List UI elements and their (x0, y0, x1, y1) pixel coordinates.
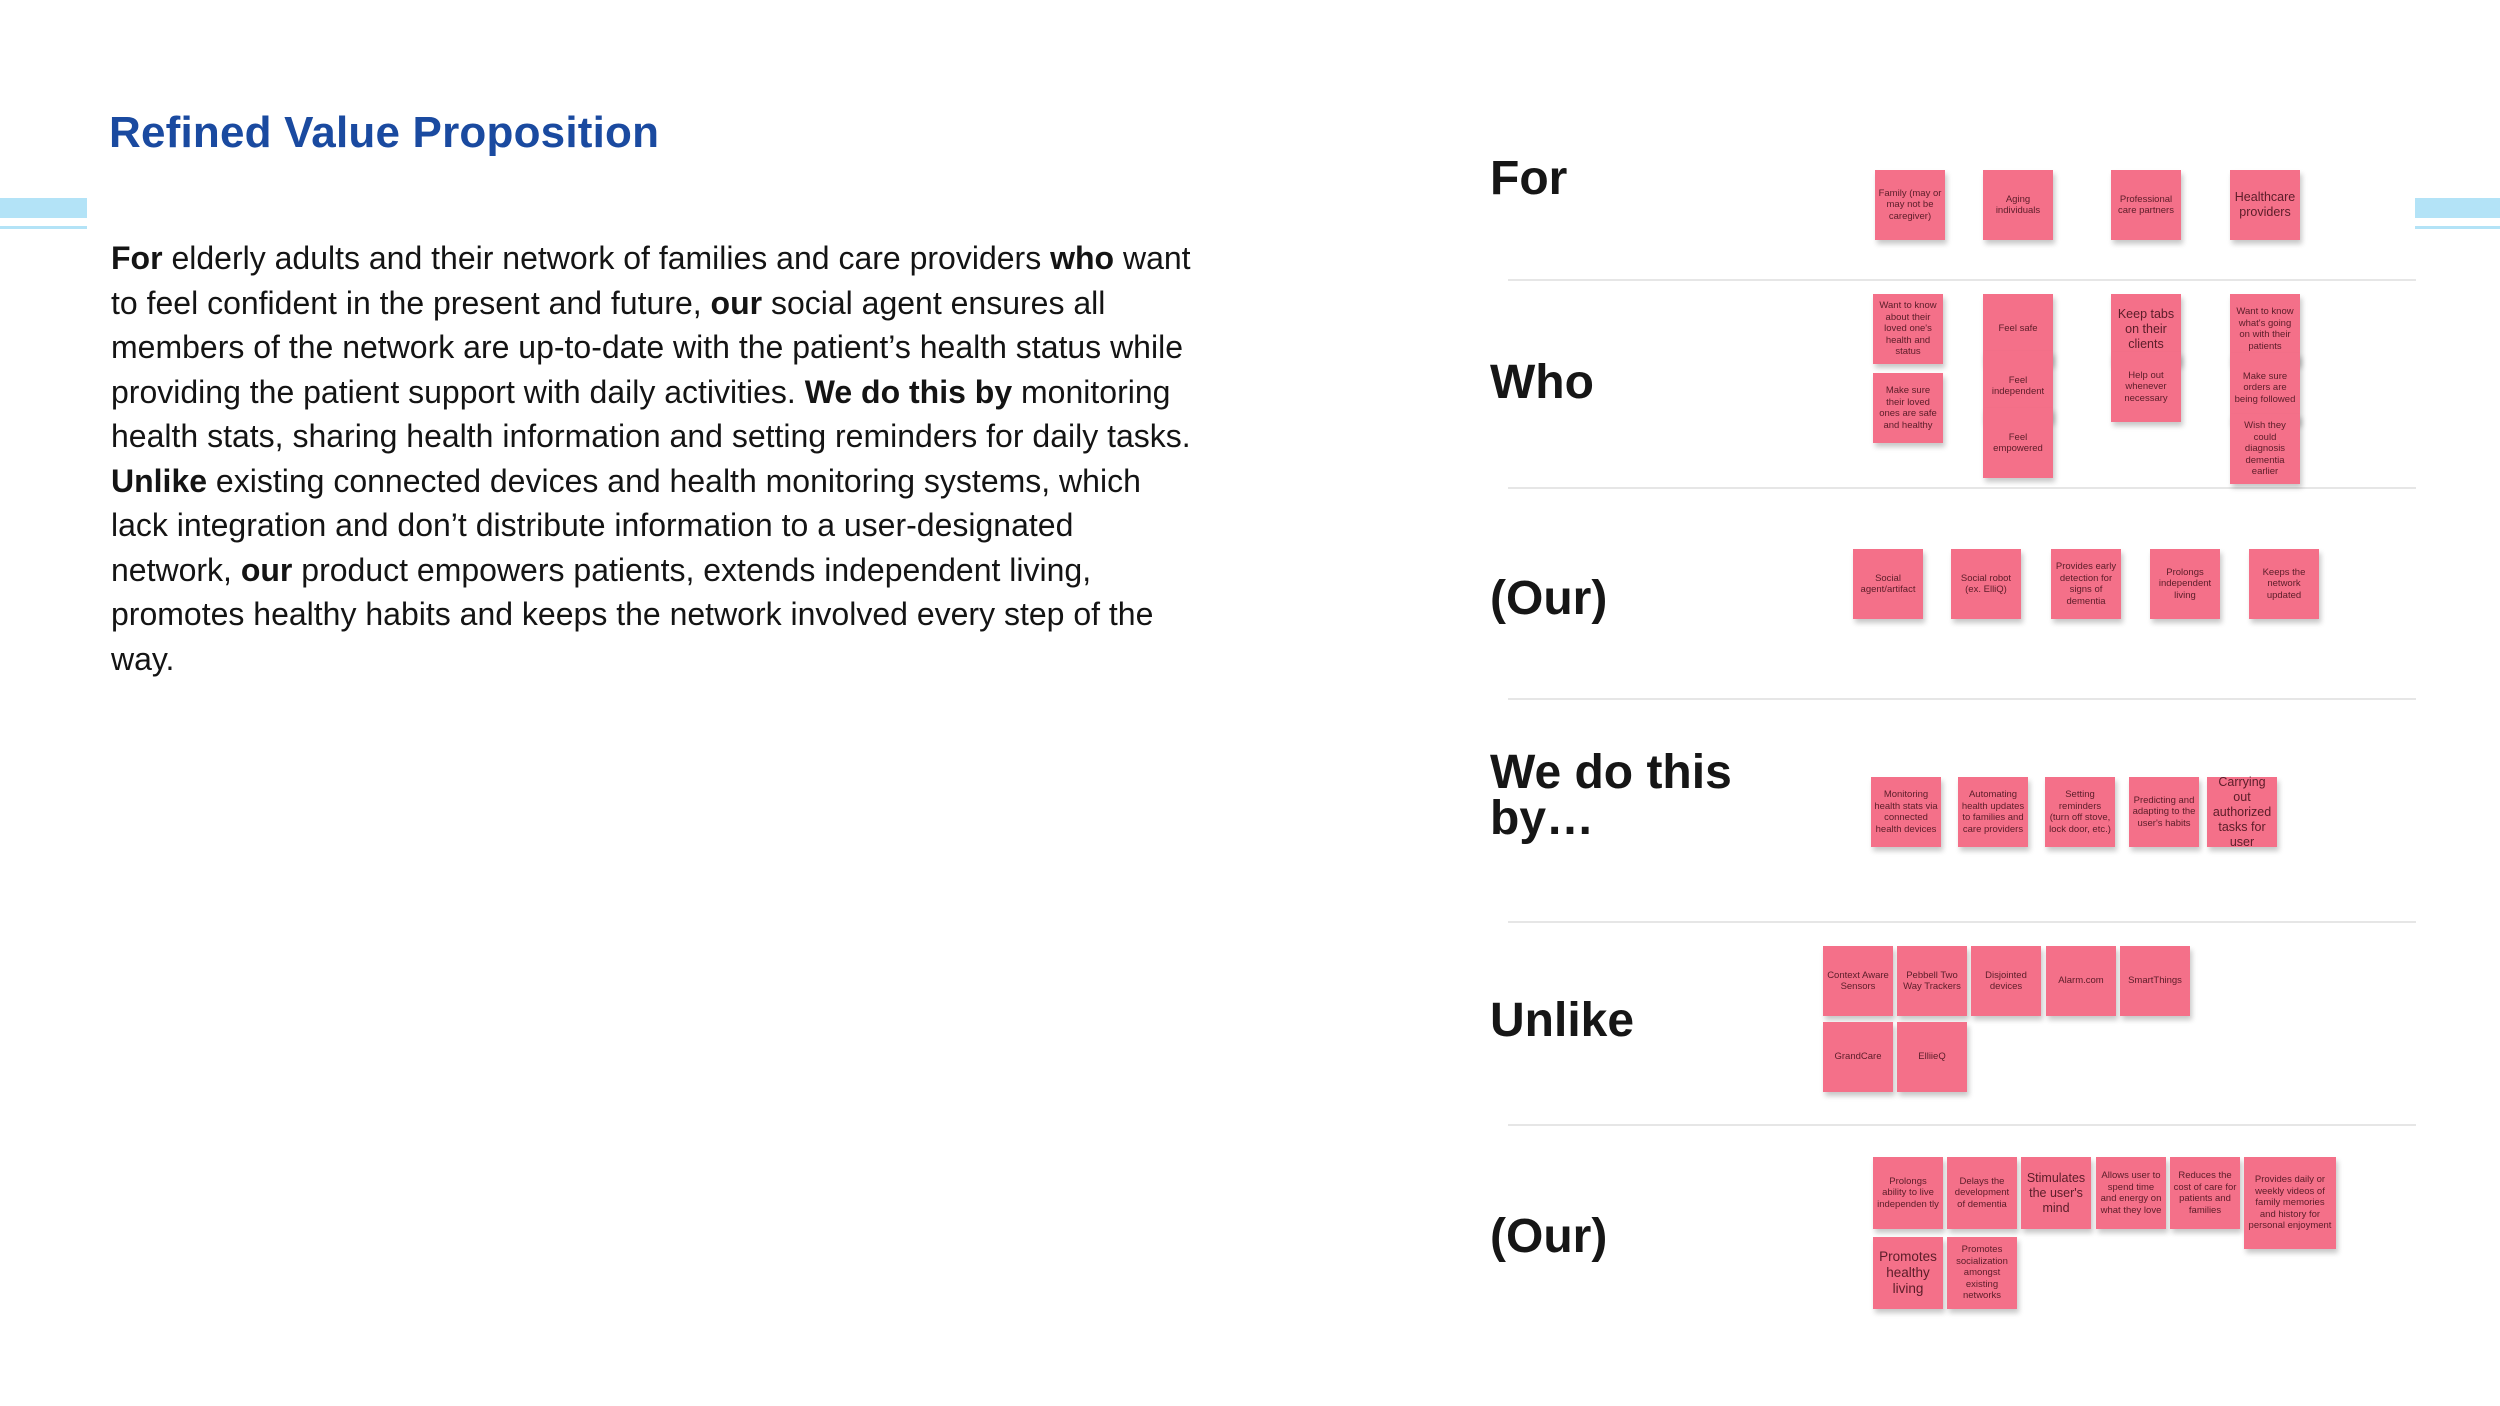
body-text: product empowers patients, extends indep… (111, 551, 1154, 677)
sticky-note: Carrying out authorized tasks for user (2207, 775, 2277, 849)
sticky-note: Prolongs ability to live independen tly (1873, 1157, 1943, 1229)
sticky-note: Social agent/artifact (1853, 549, 1923, 619)
row-label-our: (Our) (1490, 572, 1608, 625)
sticky-note: Social robot (ex. ElliQ) (1951, 549, 2021, 619)
body-text: social agent ensures all members of the … (111, 284, 1183, 410)
sticky-note: Make sure their loved ones are safe and … (1873, 373, 1943, 443)
keyword-for: For (111, 240, 163, 276)
sticky-note: Predicting and adapting to the user's ha… (2129, 777, 2199, 847)
sticky-note: Disjointed devices (1971, 946, 2041, 1016)
sticky-note: Pebbell Two Way Trackers (1897, 946, 1967, 1016)
sticky-note: Promotes socialization amongst existing … (1947, 1237, 2017, 1309)
row-label-unlike: Unlike (1490, 994, 1635, 1047)
accent-line-left (0, 226, 87, 229)
sticky-note: Delays the development of dementia (1947, 1157, 2017, 1229)
sticky-note: Monitoring health stats via connected he… (1871, 777, 1941, 847)
keyword-unlike: Unlike (111, 462, 208, 499)
body-text: elderly adults and their network of fami… (162, 240, 1051, 276)
keyword-our: our (240, 551, 293, 588)
sticky-note: Make sure orders are being followed (2230, 353, 2300, 423)
sticky-note: Allows user to spend time and energy on … (2096, 1157, 2166, 1229)
sticky-note: Keeps the network updated (2249, 549, 2319, 619)
row-label-we-do-this-by: We do this by… (1490, 746, 1732, 845)
sticky-note: Want to know what's going on with their … (2230, 294, 2300, 364)
sticky-note: Wish they could diagnosis dementia earli… (2230, 414, 2300, 484)
sticky-note: Setting reminders (turn off stove, lock … (2045, 777, 2115, 847)
sticky-note: Alarm.com (2046, 946, 2116, 1016)
accent-bar-right (2415, 198, 2500, 218)
row-divider (1508, 698, 2416, 700)
row-divider (1508, 487, 2416, 489)
row-divider (1508, 279, 2416, 281)
page-title: Refined Value Proposition (109, 108, 660, 157)
sticky-note: Professional care partners (2111, 170, 2181, 240)
sticky-note: Provides early detection for signs of de… (2051, 549, 2121, 619)
body-text: existing connected devices and health mo… (111, 462, 1141, 588)
row-label-for: For (1490, 152, 1568, 205)
sticky-note: Feel empowered (1983, 408, 2053, 478)
body-text: monitoring health stats, sharing health … (111, 373, 1191, 455)
sticky-note: Healthcare providers (2230, 170, 2300, 240)
accent-bar-left (0, 198, 87, 218)
sticky-note: Aging individuals (1983, 170, 2053, 240)
row-label-who: Who (1490, 356, 1594, 409)
sticky-note: Provides daily or weekly videos of famil… (2244, 1157, 2336, 1249)
sticky-note: GrandCare (1823, 1022, 1893, 1092)
sticky-note: Automating health updates to families an… (1958, 777, 2028, 847)
sticky-note: Stimulates the user's mind (2021, 1157, 2091, 1229)
sticky-note: SmartThings (2120, 946, 2190, 1016)
sticky-note: Reduces the cost of care for patients an… (2170, 1157, 2240, 1229)
sticky-note: Want to know about their loved one's hea… (1873, 294, 1943, 364)
keyword-our: our (710, 284, 763, 321)
keyword-we-do-this-by: We do this by (804, 373, 1013, 410)
sticky-note: Prolongs independent living (2150, 549, 2220, 619)
body-text: want to feel confident in the present an… (111, 240, 1191, 321)
sticky-note: Family (may or may not be caregiver) (1875, 170, 1945, 240)
sticky-note: Help out whenever necessary (2111, 352, 2181, 422)
row-label-our-benefits: (Our) (1490, 1210, 1608, 1263)
sticky-note: Promotes healthy living (1873, 1237, 1943, 1309)
keyword-who: who (1050, 240, 1115, 276)
accent-line-right (2415, 226, 2500, 229)
sticky-note: ElliieQ (1897, 1022, 1967, 1092)
row-divider (1508, 1124, 2416, 1126)
value-proposition-text: For elderly adults and their network of … (111, 236, 1191, 681)
sticky-note: Context Aware Sensors (1823, 946, 1893, 1016)
row-divider (1508, 921, 2416, 923)
